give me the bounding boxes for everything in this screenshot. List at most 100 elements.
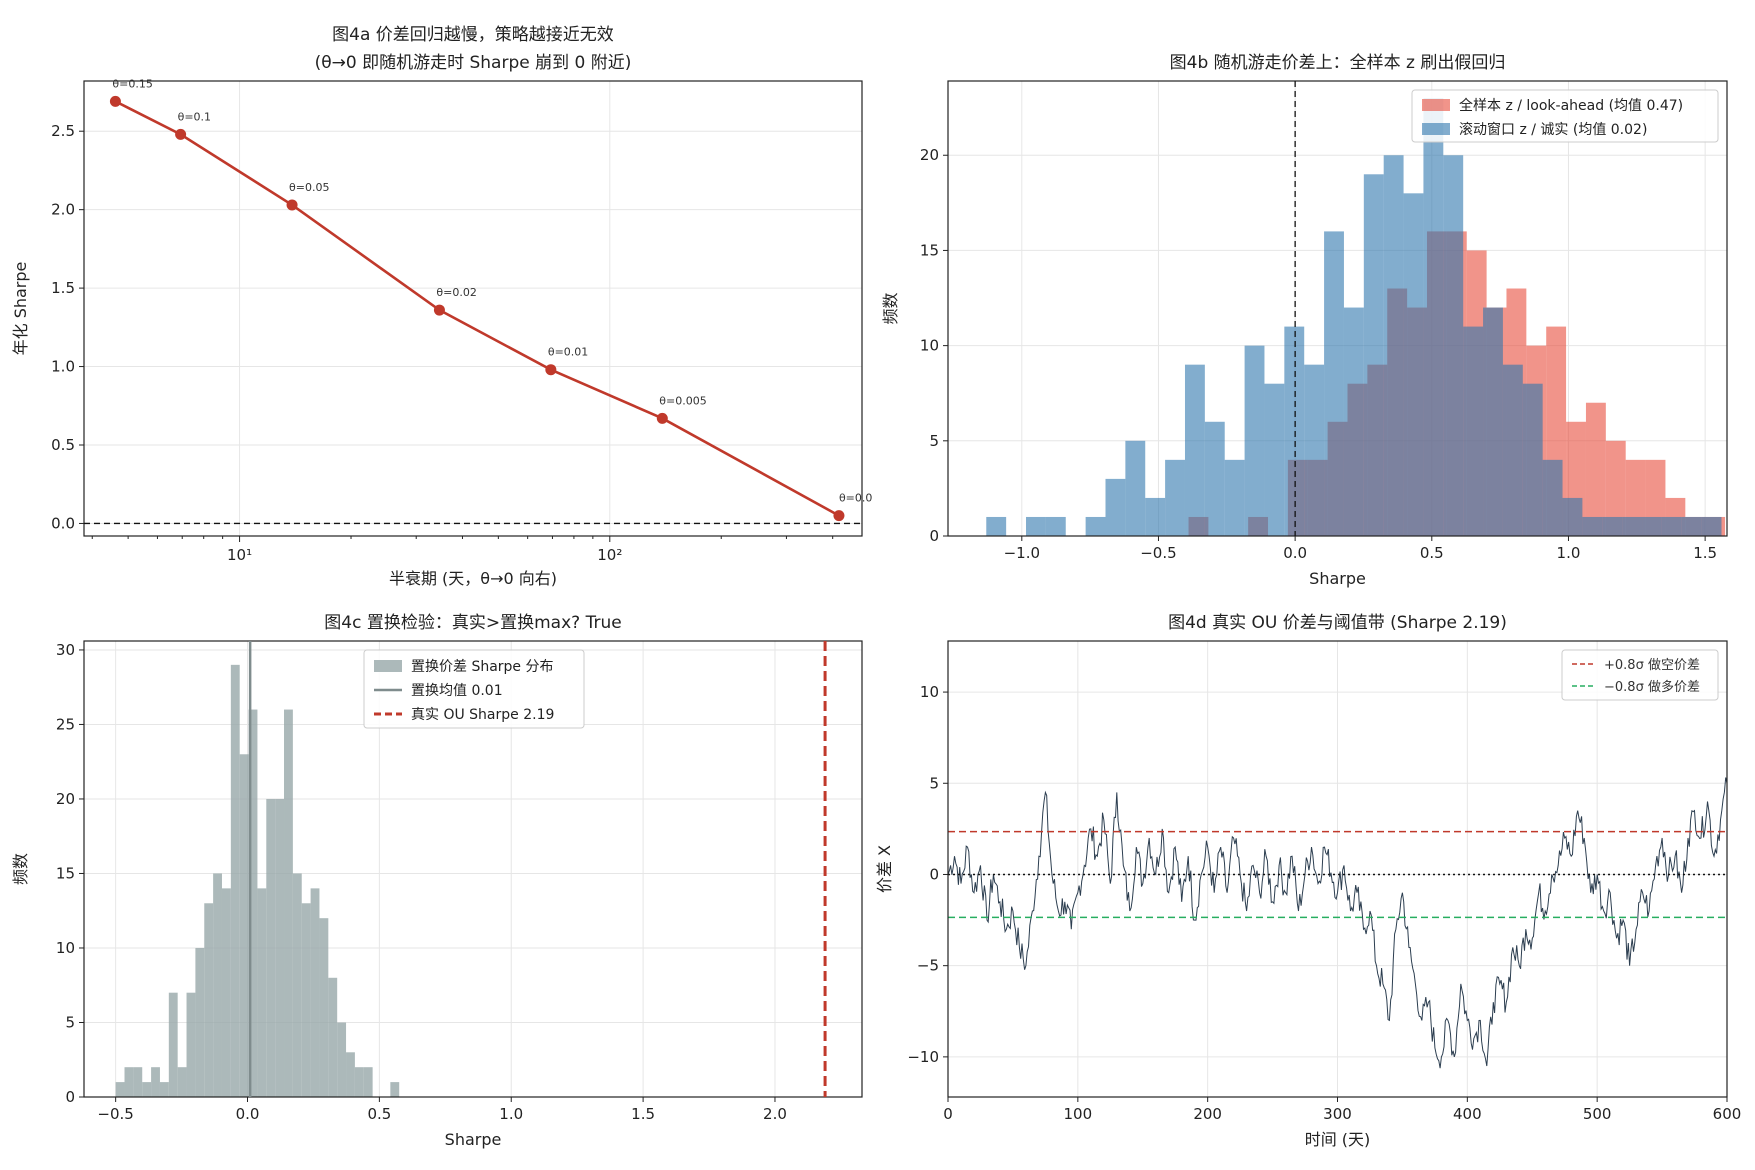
perm-hist-bar (159, 1082, 169, 1097)
hist-bar-rolling (1522, 383, 1543, 536)
plot-frame (947, 640, 1728, 1098)
hist-bar-rolling (1184, 364, 1205, 536)
y-tick-label: 25 (56, 715, 75, 733)
hist-bar-rolling (1582, 516, 1603, 536)
y-tick-label: 10 (920, 337, 939, 355)
hist-bar-rolling (1324, 231, 1344, 536)
perm-hist-bar (248, 709, 258, 1097)
y-tick-label: 5 (929, 774, 939, 792)
x-tick-label: 600 (1713, 1105, 1742, 1123)
hist-bar-rolling (1502, 364, 1523, 536)
chart-d: 0 100 200 300 400 500 600 −10 −5 0 5 10 +0.8σ 做空价差 −0… (875, 613, 1741, 1149)
perm-hist-bar (346, 1052, 355, 1097)
y-axis-label: 价差 X (875, 845, 894, 893)
x-tick-label: 300 (1323, 1105, 1352, 1123)
perm-hist-bar (168, 992, 178, 1097)
perm-hist-bar (301, 903, 311, 1097)
legend: +0.8σ 做空价差 −0.8σ 做多价差 (1561, 649, 1719, 701)
chart-title: 图4a 价差回归越慢，策略越接近无效 (332, 24, 614, 45)
chart-a: 10¹ 10² 0.0 0.5 1.0 1.5 2.0 2.5 θ=0.15 θ=0.1 θ=0.0… (11, 24, 872, 588)
y-tick-label: 20 (920, 146, 939, 164)
x-tick-label: 1.0 (499, 1105, 523, 1123)
hist-bar-rolling (1423, 98, 1444, 537)
y-tick-label: 1.5 (51, 279, 75, 297)
x-axis-label: Sharpe (445, 1130, 502, 1149)
hist-bar-lookahead (1605, 440, 1626, 536)
legend-swatch (1422, 99, 1450, 111)
point-label: θ=0.005 (659, 394, 706, 407)
perm-hist-bar (213, 873, 222, 1097)
hist-bar-rolling (1105, 478, 1126, 536)
hist-bar-rolling (1085, 516, 1106, 536)
legend-swatch (1422, 123, 1450, 135)
legend-box (363, 649, 585, 729)
perm-hist-bar (142, 1082, 152, 1097)
sharpe-point (833, 510, 845, 522)
perm-hist-bar (257, 888, 267, 1097)
chart-subtitle: (θ→0 即随机游走时 Sharpe 崩到 0 附近) (315, 53, 632, 73)
y-tick-label: 15 (920, 241, 939, 259)
x-axis-label: Sharpe (1309, 569, 1366, 588)
legend-label: 滚动窗口 z / 诚实 (均值 0.02) (1459, 121, 1647, 138)
y-tick-label: 0.0 (51, 514, 75, 532)
x-tick-label: 1.5 (1693, 544, 1717, 562)
y-tick-label: 5 (929, 432, 939, 450)
x-tick-label: 1.5 (631, 1105, 655, 1123)
hist-bar-rolling (1542, 459, 1563, 536)
hist-bar-rolling (1363, 174, 1384, 536)
x-tick-label: 0.5 (367, 1105, 391, 1123)
hist-bar-rolling (1622, 516, 1643, 536)
spread-line (947, 777, 1728, 1069)
hist-bar-rolling (1145, 497, 1166, 536)
legend-label: 真实 OU Sharpe 2.19 (411, 707, 554, 723)
y-tick-label: 1.0 (51, 358, 75, 376)
x-tick-label: 0 (943, 1105, 953, 1123)
hist-bar-rolling (1264, 383, 1285, 536)
sharpe-point (656, 412, 668, 424)
legend-box (1411, 89, 1719, 143)
x-tick-label: 2.0 (763, 1105, 787, 1123)
chart-title: 图4c 置换检验：真实>置换max? True (324, 613, 621, 633)
y-tick-label: 0 (929, 865, 939, 883)
perm-hist-bar (284, 709, 293, 1097)
x-tick-label: 10¹ (227, 546, 252, 564)
perm-hist-bar (204, 903, 214, 1097)
perm-hist-bar (310, 888, 320, 1097)
perm-hist-bar (337, 1022, 347, 1097)
sharpe-point (109, 95, 121, 107)
y-tick-label: 10 (920, 683, 939, 701)
hist-bar-rolling (1403, 193, 1424, 536)
x-axis-label: 半衰期 (天，θ→0 向右) (389, 569, 557, 588)
y-tick-label: 0 (929, 527, 939, 545)
legend-label: 置换均值 0.01 (411, 682, 503, 699)
hist-bar-rolling (1562, 497, 1583, 536)
hist-bar-rolling (1661, 516, 1682, 536)
hist-bar-lookahead (1585, 402, 1606, 536)
hist-bar-rolling (1681, 516, 1702, 536)
x-tick-label: 10² (597, 546, 622, 564)
hist-bar-rolling (1304, 364, 1325, 536)
hist-bar-rolling (1701, 516, 1722, 536)
sharpe-point (545, 364, 557, 376)
plot-frame (83, 80, 863, 537)
x-tick-label: 0.5 (1420, 544, 1444, 562)
y-axis-label: 频数 (11, 853, 30, 885)
chart-title: 图4d 真实 OU 价差与阈值带 (Sharpe 2.19) (1168, 613, 1507, 633)
perm-hist-bar (151, 1067, 160, 1097)
perm-hist-bar (354, 1067, 364, 1097)
legend-label: 置换价差 Sharpe 分布 (411, 658, 554, 675)
plot-frame (947, 80, 1728, 537)
legend-box (1561, 649, 1719, 701)
hist-bar-rolling (1026, 516, 1046, 536)
chart-b: −1.0 −0.5 0.0 0.5 1.0 1.5 0 5 10 15 20 全样本 z / look… (881, 53, 1728, 588)
point-label: θ=0.15 (112, 77, 152, 90)
hist-bar-rolling (1602, 516, 1623, 536)
hist-bar-rolling (1045, 516, 1066, 536)
hist-bar-rolling (1483, 307, 1503, 536)
perm-hist-bar (221, 888, 231, 1097)
plot-frame (83, 640, 863, 1098)
point-label: θ=0.02 (436, 286, 476, 299)
sharpe-line (114, 100, 840, 517)
y-tick-label: 0.5 (51, 436, 75, 454)
x-tick-label: 200 (1193, 1105, 1222, 1123)
